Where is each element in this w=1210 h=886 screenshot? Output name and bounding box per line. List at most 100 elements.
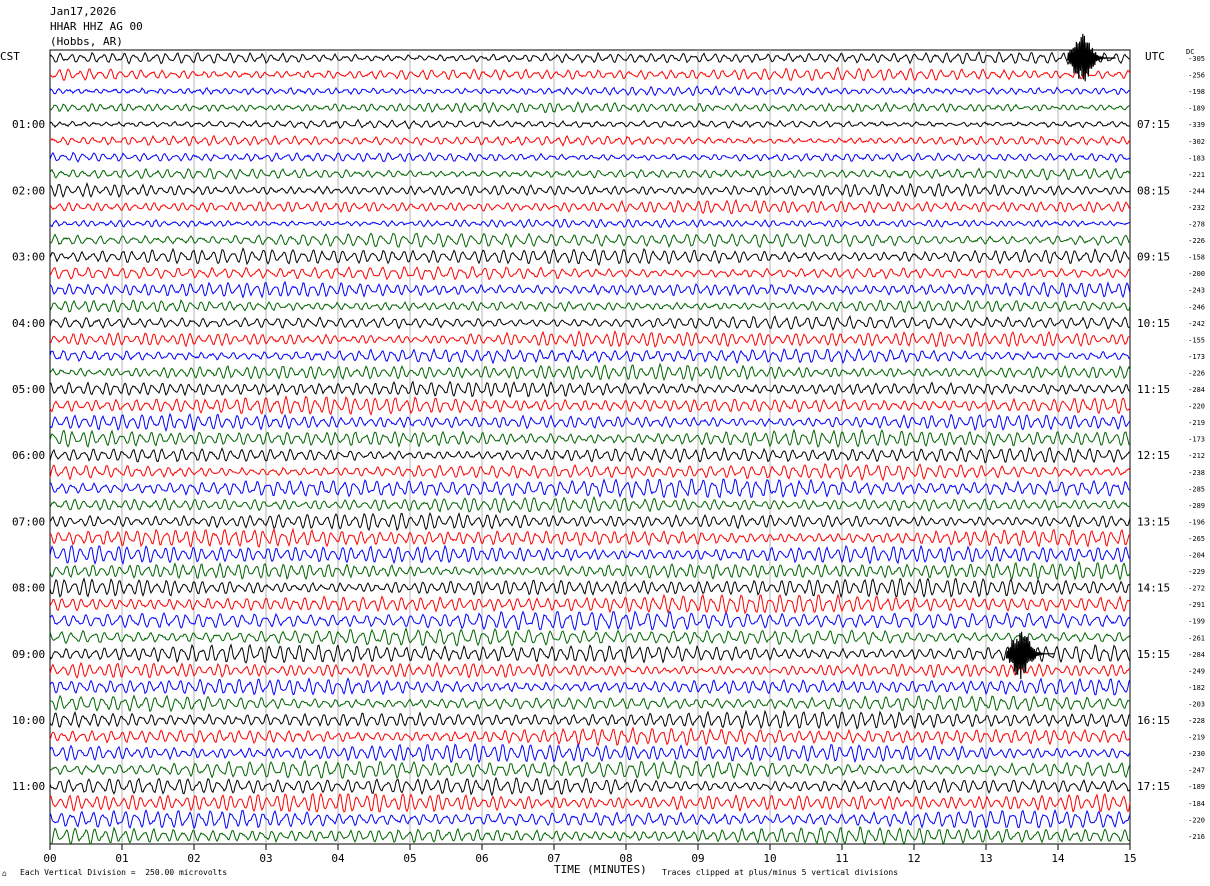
x-tick-label: 03 [259, 852, 272, 865]
header-location: (Hobbs, AR) [50, 35, 123, 48]
utc-hour-label: 15:15 [1137, 648, 1170, 661]
utc-hour-label: 12:15 [1137, 449, 1170, 462]
seismic-trace [49, 265, 1131, 281]
seismic-trace [49, 151, 1131, 163]
x-tick-label: 15 [1123, 852, 1136, 865]
dc-offset-value: -244 [1188, 187, 1205, 195]
seismic-trace [49, 610, 1131, 631]
dc-offset-value: -289 [1188, 502, 1205, 510]
dc-offset-value: -249 [1188, 667, 1205, 675]
dc-offset-value: -232 [1188, 204, 1205, 212]
seismic-trace [49, 167, 1131, 181]
seismic-trace [49, 428, 1131, 449]
header-station: HHAR HHZ AG 00 [50, 20, 143, 33]
dc-offset-value: -285 [1188, 485, 1205, 493]
seismic-trace [49, 527, 1131, 549]
x-tick-label: 12 [907, 852, 920, 865]
x-tick-label: 02 [187, 852, 200, 865]
seismic-trace [49, 626, 1131, 647]
seismic-trace [49, 759, 1131, 780]
x-tick-label: 04 [331, 852, 345, 865]
seismic-trace [49, 808, 1131, 830]
seismic-trace [49, 182, 1131, 198]
seismic-trace [49, 118, 1131, 130]
seismic-trace [49, 232, 1131, 249]
dc-offset-value: -219 [1188, 419, 1205, 427]
seismic-trace [49, 726, 1131, 747]
utc-hour-label: 11:15 [1137, 383, 1170, 396]
dc-offset-value: -278 [1188, 221, 1205, 229]
seismic-trace [49, 280, 1131, 299]
dc-offset-value: -220 [1188, 816, 1205, 824]
dc-offset-value: -189 [1188, 783, 1205, 791]
utc-hour-label: 14:15 [1137, 582, 1170, 595]
timezone-left-label: CST [0, 50, 20, 63]
seismic-trace [49, 560, 1131, 581]
seismic-trace [50, 694, 1131, 713]
seismic-trace [49, 380, 1131, 399]
seismic-trace [49, 661, 1131, 679]
clip-note: Traces clipped at plus/minus 5 vertical … [662, 868, 899, 877]
seismic-trace [49, 299, 1131, 313]
x-axis-title: TIME (MINUTES) [554, 863, 647, 876]
x-tick-label: 10 [763, 852, 776, 865]
dc-offset-value: -291 [1188, 601, 1205, 609]
dc-offset-value: -230 [1188, 750, 1205, 758]
x-axis-ticks: 00 01 02 03 04 05 06 07 08 09 10 11 12 13 14 15 [43, 844, 1137, 865]
seismic-trace [49, 593, 1131, 615]
seismic-trace [49, 776, 1131, 797]
seismic-trace [49, 85, 1131, 97]
seismic-trace [49, 330, 1131, 348]
dc-offset-value: -272 [1188, 585, 1205, 593]
dc-offset-value: -221 [1188, 171, 1205, 179]
time-labels: 01:00 02:00 03:00 04:00 05:00 06:00 07:00 08:00… [12, 118, 1170, 793]
cst-hour-label: 04:00 [12, 317, 45, 330]
timezone-right-label: UTC [1145, 50, 1165, 63]
seismic-trace [49, 347, 1131, 365]
dc-offset-value: -220 [1188, 403, 1205, 411]
dc-offset-value: -182 [1188, 684, 1205, 692]
event-burst [1005, 631, 1055, 680]
cst-hour-label: 01:00 [12, 118, 45, 131]
seismic-trace [49, 511, 1131, 532]
seismic-trace [49, 66, 1131, 82]
x-tick-label: 09 [691, 852, 704, 865]
dc-offset-value: -204 [1188, 552, 1205, 560]
x-tick-label: 01 [115, 852, 128, 865]
dc-offset-value: -219 [1188, 734, 1205, 742]
seismic-trace [49, 677, 1131, 696]
dc-offset-value: -203 [1188, 700, 1205, 708]
dc-offset-value: -302 [1188, 138, 1205, 146]
dc-offset-value: -284 [1188, 386, 1205, 394]
x-tick-label: 11 [835, 852, 848, 865]
seismic-trace [49, 478, 1131, 499]
seismic-trace [49, 643, 1131, 664]
x-tick-label: 05 [403, 852, 416, 865]
seismic-traces [49, 50, 1131, 846]
dc-offset-value: -199 [1188, 618, 1205, 626]
minute-grid [121, 50, 1059, 844]
x-tick-label: 14 [1051, 852, 1065, 865]
dc-offset-value: -339 [1188, 121, 1205, 129]
plot-frame [49, 49, 1131, 845]
x-tick-label: 08 [619, 852, 632, 865]
utc-hour-label: 16:15 [1137, 714, 1170, 727]
dc-offset-value: -226 [1188, 369, 1205, 377]
seismic-trace [49, 247, 1131, 266]
seismic-trace [49, 198, 1131, 215]
seismic-trace [49, 101, 1131, 114]
dc-offset-value: -256 [1188, 72, 1205, 80]
dc-offset-value: -247 [1188, 767, 1205, 775]
dc-offset-value: -265 [1188, 535, 1205, 543]
dc-offset-value: -284 [1188, 651, 1205, 659]
dc-offset-value: -158 [1188, 254, 1205, 262]
dc-offset-value: -305 [1188, 55, 1205, 63]
x-tick-label: 06 [475, 852, 488, 865]
x-tick-label: 07 [547, 852, 560, 865]
dc-offset-value: -173 [1188, 436, 1205, 444]
cst-hour-label: 11:00 [12, 780, 45, 793]
seismic-trace [49, 394, 1131, 417]
seismic-trace [49, 544, 1131, 565]
seismic-trace [49, 446, 1131, 464]
